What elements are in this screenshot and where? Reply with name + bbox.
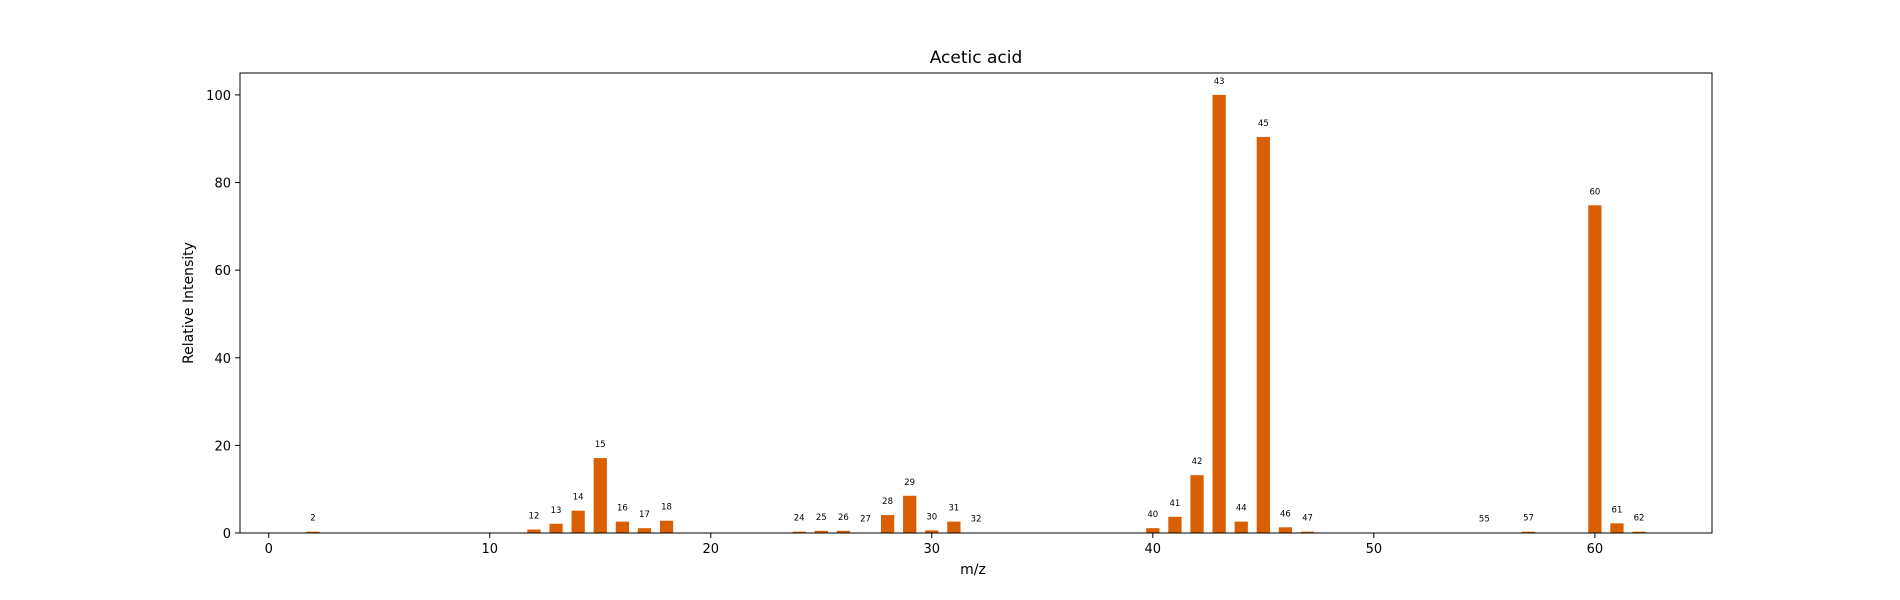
bar-label-mz-57: 57 (1523, 514, 1534, 524)
bar-mz-15 (593, 458, 607, 533)
bar-label-mz-18: 18 (661, 503, 672, 513)
bar-label-mz-25: 25 (816, 513, 827, 523)
bar-label-mz-43: 43 (1214, 77, 1225, 87)
bar-mz-40 (1146, 528, 1160, 533)
x-axis-label: m/z (960, 562, 986, 578)
bar-label-mz-28: 28 (882, 497, 893, 507)
bar-label-mz-46: 46 (1280, 509, 1291, 519)
bar-label-mz-12: 12 (529, 512, 540, 522)
bar-mz-17 (637, 528, 652, 533)
x-tick-label: 20 (703, 542, 720, 557)
bar-mz-24 (792, 531, 806, 533)
bar-mz-45 (1256, 136, 1270, 533)
bar-mz-57 (1521, 531, 1536, 533)
bar-mz-28 (880, 515, 895, 533)
bar-mz-16 (615, 521, 629, 533)
bar-mz-42 (1190, 475, 1204, 533)
bar-label-group: 2 12 13 14 15 16 17 18 24 25 26 27 28 29 30 31 32 40 41 42 4… (310, 77, 1644, 525)
y-tick-label: 0 (223, 527, 231, 542)
bar-label-mz-41: 41 (1170, 499, 1181, 509)
x-tick-label: 30 (924, 542, 941, 557)
plot-frame (239, 72, 1713, 534)
x-tick-label: 60 (1587, 542, 1604, 557)
bar-mz-12 (527, 529, 541, 533)
bar-mz-14 (571, 510, 585, 533)
y-tick-label: 20 (214, 439, 231, 454)
bar-mz-62 (1632, 531, 1646, 533)
bar-label-mz-44: 44 (1236, 504, 1247, 514)
bar-label-mz-27: 27 (860, 515, 871, 525)
bar-mz-2 (306, 531, 320, 533)
bar-label-mz-47: 47 (1302, 514, 1313, 524)
bar-mz-61 (1610, 523, 1624, 533)
bar-group (306, 94, 1646, 534)
bar-mz-26 (836, 530, 851, 533)
bar-label-mz-29: 29 (904, 478, 915, 488)
bar-mz-18 (659, 520, 674, 533)
x-axis-ticks: 0 10 20 30 40 50 60 (265, 533, 1604, 557)
bar-label-mz-40: 40 (1147, 510, 1158, 520)
bar-mz-46 (1278, 527, 1293, 533)
bar-mz-60 (1588, 205, 1602, 534)
bar-label-mz-42: 42 (1192, 457, 1203, 467)
bar-label-mz-62: 62 (1634, 514, 1645, 524)
bar-mz-31 (947, 521, 961, 533)
bar-label-mz-30: 30 (926, 512, 937, 522)
bar-mz-30 (925, 530, 939, 533)
bar-label-mz-45: 45 (1258, 119, 1269, 129)
x-tick-label: 40 (1145, 542, 1162, 557)
y-axis-label: Relative Intensity (181, 242, 197, 364)
bar-label-mz-24: 24 (794, 514, 805, 524)
x-tick-label: 0 (265, 542, 273, 557)
y-tick-label: 40 (214, 352, 231, 367)
y-tick-label: 60 (214, 264, 231, 279)
y-tick-label: 100 (206, 89, 231, 104)
bar-mz-43 (1212, 94, 1226, 534)
bar-label-mz-15: 15 (595, 440, 606, 450)
bar-mz-25 (814, 530, 828, 533)
y-tick-label: 80 (214, 177, 231, 192)
x-tick-label: 50 (1366, 542, 1383, 557)
bar-label-mz-26: 26 (838, 513, 849, 523)
bar-mz-47 (1300, 531, 1315, 533)
bar-label-mz-31: 31 (948, 504, 959, 514)
bar-label-mz-2: 2 (310, 514, 315, 524)
bar-mz-13 (549, 523, 563, 533)
bar-label-mz-32: 32 (971, 515, 982, 525)
bar-mz-29 (903, 495, 917, 533)
y-axis-ticks: 0 20 40 60 80 100 (206, 89, 240, 542)
bar-label-mz-61: 61 (1612, 505, 1623, 515)
bar-mz-41 (1168, 516, 1182, 533)
chart-title: Acetic acid (930, 48, 1023, 68)
bar-label-mz-14: 14 (573, 493, 584, 503)
bar-label-mz-13: 13 (551, 506, 562, 516)
bar-label-mz-60: 60 (1589, 187, 1600, 197)
bar-label-mz-16: 16 (617, 504, 628, 514)
x-tick-label: 10 (481, 542, 498, 557)
bar-label-mz-55: 55 (1479, 515, 1490, 525)
bar-mz-44 (1234, 521, 1248, 533)
bar-label-mz-17: 17 (639, 510, 650, 520)
